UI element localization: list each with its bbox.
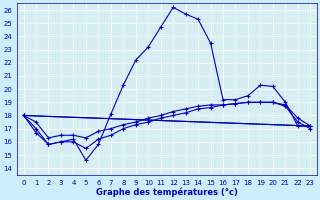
X-axis label: Graphe des températures (°c): Graphe des températures (°c) [96,187,238,197]
